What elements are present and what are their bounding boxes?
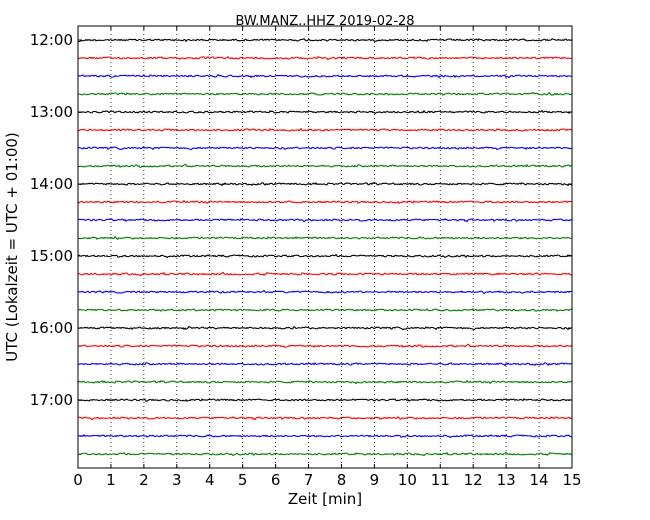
trace-1630 [77, 362, 573, 366]
trace-1300 [77, 110, 573, 114]
x-tick-label: 14 [530, 471, 549, 489]
trace-1500 [77, 254, 573, 259]
plot-frame [77, 25, 573, 469]
trace-1730 [77, 434, 573, 439]
x-tick-label: 7 [304, 471, 314, 489]
trace-1400 [77, 182, 573, 187]
trace-1245 [77, 91, 573, 96]
trace-1700 [77, 398, 573, 402]
trace-1330 [77, 146, 573, 151]
y-tick-label: 17:00 [30, 391, 73, 409]
trace-1515 [77, 271, 573, 277]
x-tick-label: 15 [562, 471, 581, 489]
y-tick-label: 16:00 [30, 319, 73, 337]
y-axis-label: UTC (Lokalzeit = UTC + 01:00) [3, 132, 21, 362]
x-tick-label: 13 [497, 471, 516, 489]
trace-1430 [77, 218, 573, 223]
trace-1615 [77, 343, 573, 348]
trace-1645 [77, 380, 573, 385]
trace-1715 [77, 416, 573, 421]
x-tick-label: 2 [139, 471, 149, 489]
trace-1545 [77, 308, 573, 312]
x-tick-label: 1 [106, 471, 116, 489]
y-axis-ticks: 12:00 13:00 14:00 15:00 16:00 17:00 [30, 31, 572, 409]
x-tick-label: 0 [73, 471, 83, 489]
trace-1315 [77, 128, 573, 132]
y-tick-label: 12:00 [30, 31, 73, 49]
y-tick-label: 15:00 [30, 247, 73, 265]
x-tick-label: 9 [370, 471, 380, 489]
y-tick-label: 13:00 [30, 103, 73, 121]
x-tick-label: 11 [431, 471, 450, 489]
trace-1530 [77, 289, 573, 295]
trace-1230 [77, 74, 573, 79]
x-axis-ticks: 0 1 2 3 4 5 6 7 8 9 10 11 12 13 14 15 [73, 26, 582, 489]
trace-1445 [77, 236, 573, 240]
x-tick-label: 8 [337, 471, 347, 489]
trace-1345 [77, 163, 573, 168]
trace-1600 [77, 325, 573, 331]
x-tick-label: 12 [464, 471, 483, 489]
x-tick-label: 5 [238, 471, 248, 489]
seismogram-traces [77, 38, 573, 457]
trace-1200 [77, 38, 573, 43]
y-tick-label: 14:00 [30, 175, 73, 193]
x-tick-label: 6 [271, 471, 281, 489]
x-tick-label: 10 [398, 471, 417, 489]
x-tick-label: 3 [172, 471, 182, 489]
chart-title: BW.MANZ..HHZ 2019-02-28 [235, 14, 414, 29]
trace-1745 [77, 451, 573, 457]
x-tick-label: 4 [205, 471, 215, 489]
trace-1215 [77, 56, 573, 61]
vertical-grid [110, 26, 540, 468]
x-axis-label: Zeit [min] [288, 490, 362, 508]
trace-1415 [77, 200, 573, 204]
